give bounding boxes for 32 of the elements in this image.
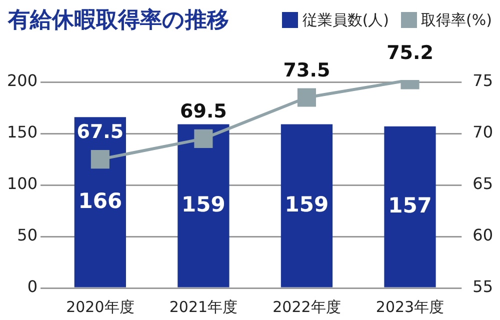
point <box>297 88 316 107</box>
y-tick-label: 50 <box>17 226 38 245</box>
x-tick-label: 2021年度 <box>169 298 238 316</box>
data-label: 166 <box>78 188 122 213</box>
y2-tick-label: 70 <box>472 122 493 142</box>
y2-tick-label: 75 <box>472 71 493 90</box>
data-label: 159 <box>182 192 226 217</box>
y-tick-label: 150 <box>6 122 38 142</box>
data-label: 157 <box>388 194 432 218</box>
bar <box>74 117 126 288</box>
data-label: 67.5 <box>76 121 124 144</box>
x-tick-label: 2023年度 <box>376 298 444 316</box>
y2-tick-label: 55 <box>472 277 493 296</box>
legend-label: 取得率(%) <box>421 10 492 30</box>
data-label: 159 <box>284 192 329 217</box>
y2-tick-label: 60 <box>472 226 493 245</box>
y-tick-label: 0 <box>27 277 38 296</box>
x-tick-label: 2022年度 <box>272 298 341 316</box>
data-label: 73.5 <box>283 59 330 82</box>
legend-label: 従業員数(人) <box>302 10 390 30</box>
y2-tick-label: 65 <box>472 174 493 194</box>
bar <box>280 124 333 288</box>
x-tick-label: 2020年度 <box>66 298 134 316</box>
point <box>90 150 110 169</box>
data-label: 75.2 <box>386 42 434 64</box>
chart-title: 有給休暇取得率の推移 <box>8 6 229 35</box>
data-label: 69.5 <box>180 100 227 123</box>
y-tick-label: 100 <box>6 174 38 194</box>
bar <box>178 124 230 288</box>
y-tick-label: 200 <box>6 71 38 90</box>
point <box>194 129 213 148</box>
bar <box>384 126 436 288</box>
